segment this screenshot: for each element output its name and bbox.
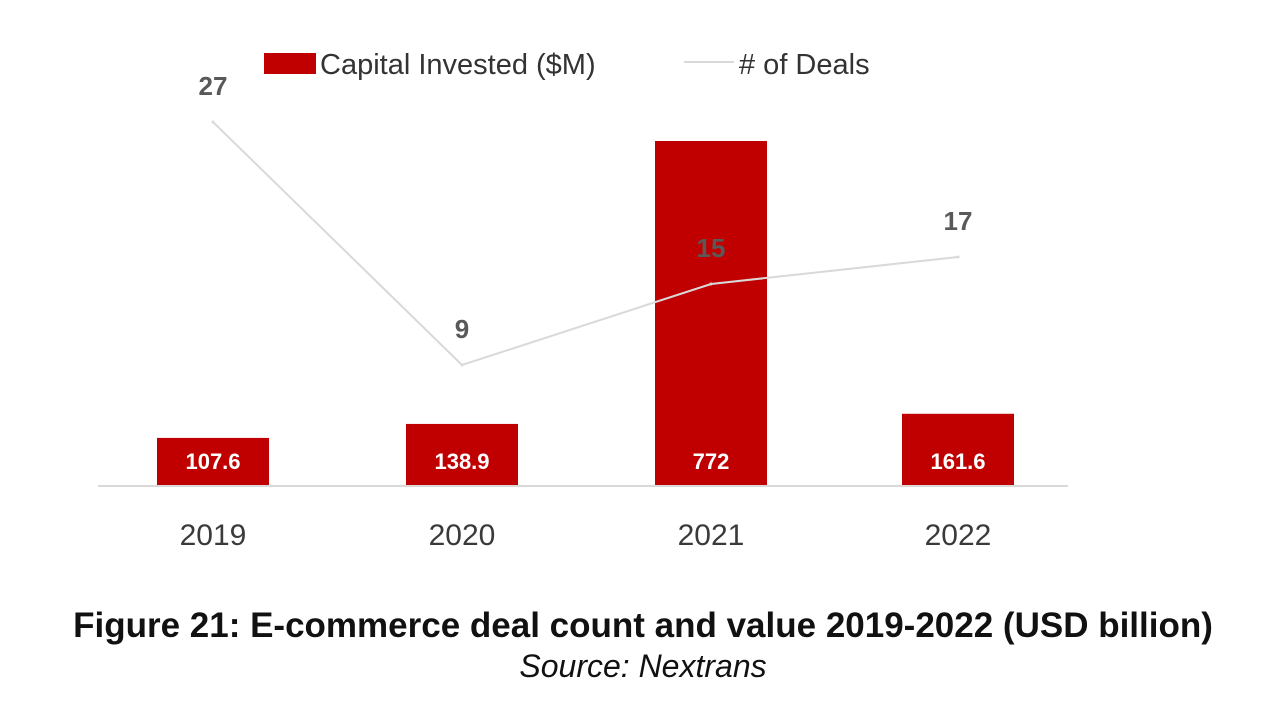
legend-swatch-capital (264, 53, 316, 74)
legend-label-deals: # of Deals (739, 49, 870, 81)
figure-title: Figure 21: E-commerce deal count and val… (73, 606, 1213, 645)
bar-label-2022: 161.6 (930, 449, 985, 474)
bar-2022 (902, 413, 1014, 486)
deals-label-2021: 15 (697, 233, 726, 263)
deals-point-2021 (709, 282, 713, 286)
deals-point-2022 (956, 255, 960, 259)
x-tick-2022: 2022 (925, 519, 992, 552)
legend-label-capital: Capital Invested ($M) (320, 49, 596, 81)
deals-line (212, 121, 959, 367)
deals-label-2020: 9 (455, 314, 469, 344)
deals-label-2022: 17 (944, 206, 973, 236)
deals-label-2019: 27 (199, 71, 228, 101)
bar-label-2020: 138.9 (434, 449, 489, 474)
bars-layer: 107.6 138.9 772 161.6 (157, 141, 1014, 486)
line-layer: 27 9 15 17 (199, 71, 973, 367)
x-tick-2019: 2019 (180, 519, 247, 552)
legend: Capital Invested ($M) # of Deals (264, 49, 870, 81)
bar-2021 (655, 141, 767, 486)
figure-source: Source: Nextrans (519, 648, 767, 684)
bar-label-2021: 772 (693, 449, 730, 474)
x-tick-2021: 2021 (678, 519, 745, 552)
bar-2019 (157, 437, 269, 486)
bar-label-2019: 107.6 (185, 449, 240, 474)
deals-point-2019 (211, 120, 215, 124)
bar-2020 (406, 423, 518, 486)
x-tick-2020: 2020 (429, 519, 496, 552)
deals-point-2020 (460, 363, 464, 367)
x-tick-labels: 2019 2020 2021 2022 (180, 519, 992, 552)
